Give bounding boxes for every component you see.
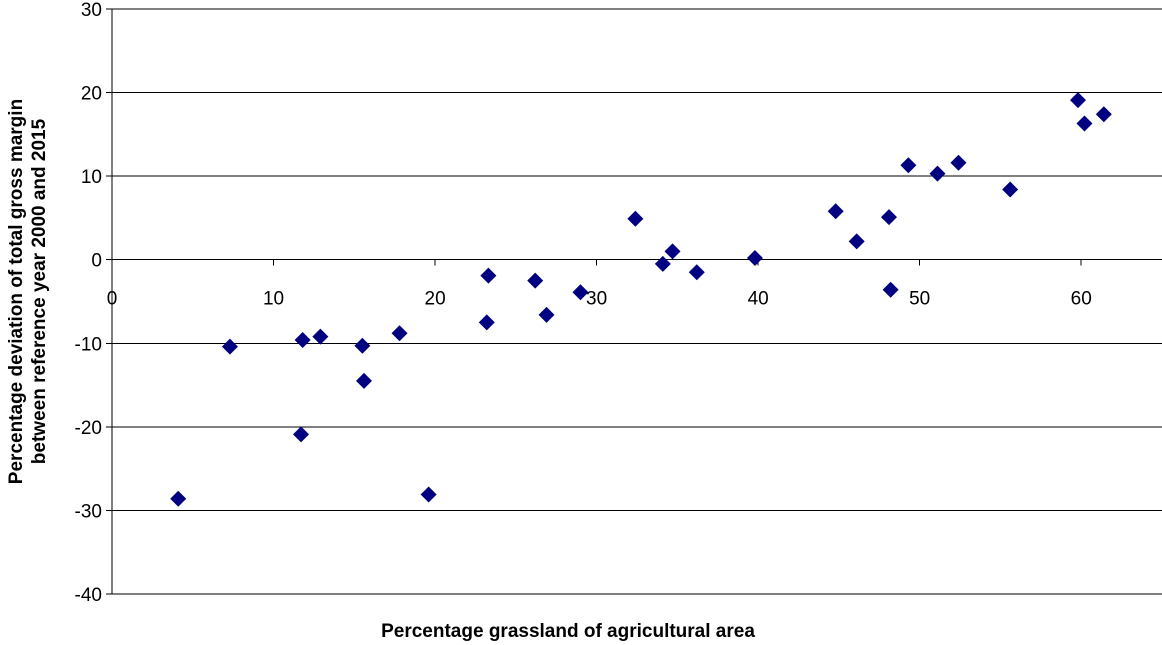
y-tick-label: -30 — [75, 501, 102, 522]
data-point — [170, 490, 187, 507]
data-point — [688, 264, 705, 281]
data-point — [420, 486, 437, 503]
data-point — [900, 157, 917, 174]
y-tick-label: -40 — [75, 585, 102, 606]
data-point — [1095, 106, 1112, 123]
data-point — [527, 272, 544, 289]
x-axis-title: Percentage grassland of agricultural are… — [381, 621, 755, 642]
data-point — [627, 210, 644, 227]
x-tick-label: 10 — [263, 289, 284, 310]
data-point — [654, 255, 671, 272]
y-axis-title-line-2: between reference year 2000 and 2015 — [29, 118, 50, 464]
data-point — [572, 284, 589, 301]
data-point — [881, 209, 897, 226]
x-tick-label: 60 — [1071, 289, 1092, 310]
y-tick-label: 20 — [81, 84, 102, 105]
y-axis-title-2: between reference year 2000 and 2015 — [29, 118, 50, 464]
x-tick-label: 40 — [748, 289, 769, 310]
y-tick-label: 10 — [81, 167, 102, 188]
x-tick-label: 30 — [586, 289, 607, 310]
data-point — [356, 372, 372, 389]
data-point — [391, 325, 408, 342]
x-tick-label: 20 — [425, 289, 446, 310]
data-point — [478, 314, 495, 331]
data-point — [354, 337, 371, 354]
data-point — [950, 154, 967, 171]
data-point — [746, 250, 763, 267]
y-tick-label: 30 — [81, 0, 102, 21]
data-point — [664, 243, 681, 260]
data-point — [221, 338, 238, 355]
y-axis-title: Percentage deviation of total gross marg… — [6, 99, 27, 484]
y-tick-label: -10 — [75, 334, 102, 355]
x-tick-label: 50 — [909, 289, 930, 310]
x-tick-labels: 0 10 20 30 40 50 60 — [107, 289, 1092, 310]
x-tick-label: 0 — [107, 289, 118, 310]
data-point — [929, 165, 946, 182]
y-tick-labels: 30 20 10 0 -10 -20 -30 -40 — [75, 0, 102, 606]
y-tick-label: -20 — [75, 418, 102, 439]
data-point — [1076, 115, 1093, 132]
y-axis-title-line-1: Percentage deviation of total gross marg… — [6, 99, 27, 484]
data-point — [293, 426, 309, 443]
data-point — [882, 281, 899, 298]
data-points — [170, 92, 1112, 507]
data-point — [312, 328, 329, 345]
data-point — [1070, 92, 1086, 109]
data-point — [538, 306, 555, 323]
axes — [106, 8, 1162, 595]
data-point — [294, 331, 311, 348]
y-tick-label: 0 — [91, 251, 102, 272]
data-point — [848, 233, 865, 250]
data-point — [480, 267, 497, 284]
data-point — [1002, 181, 1019, 198]
data-point — [827, 203, 844, 220]
